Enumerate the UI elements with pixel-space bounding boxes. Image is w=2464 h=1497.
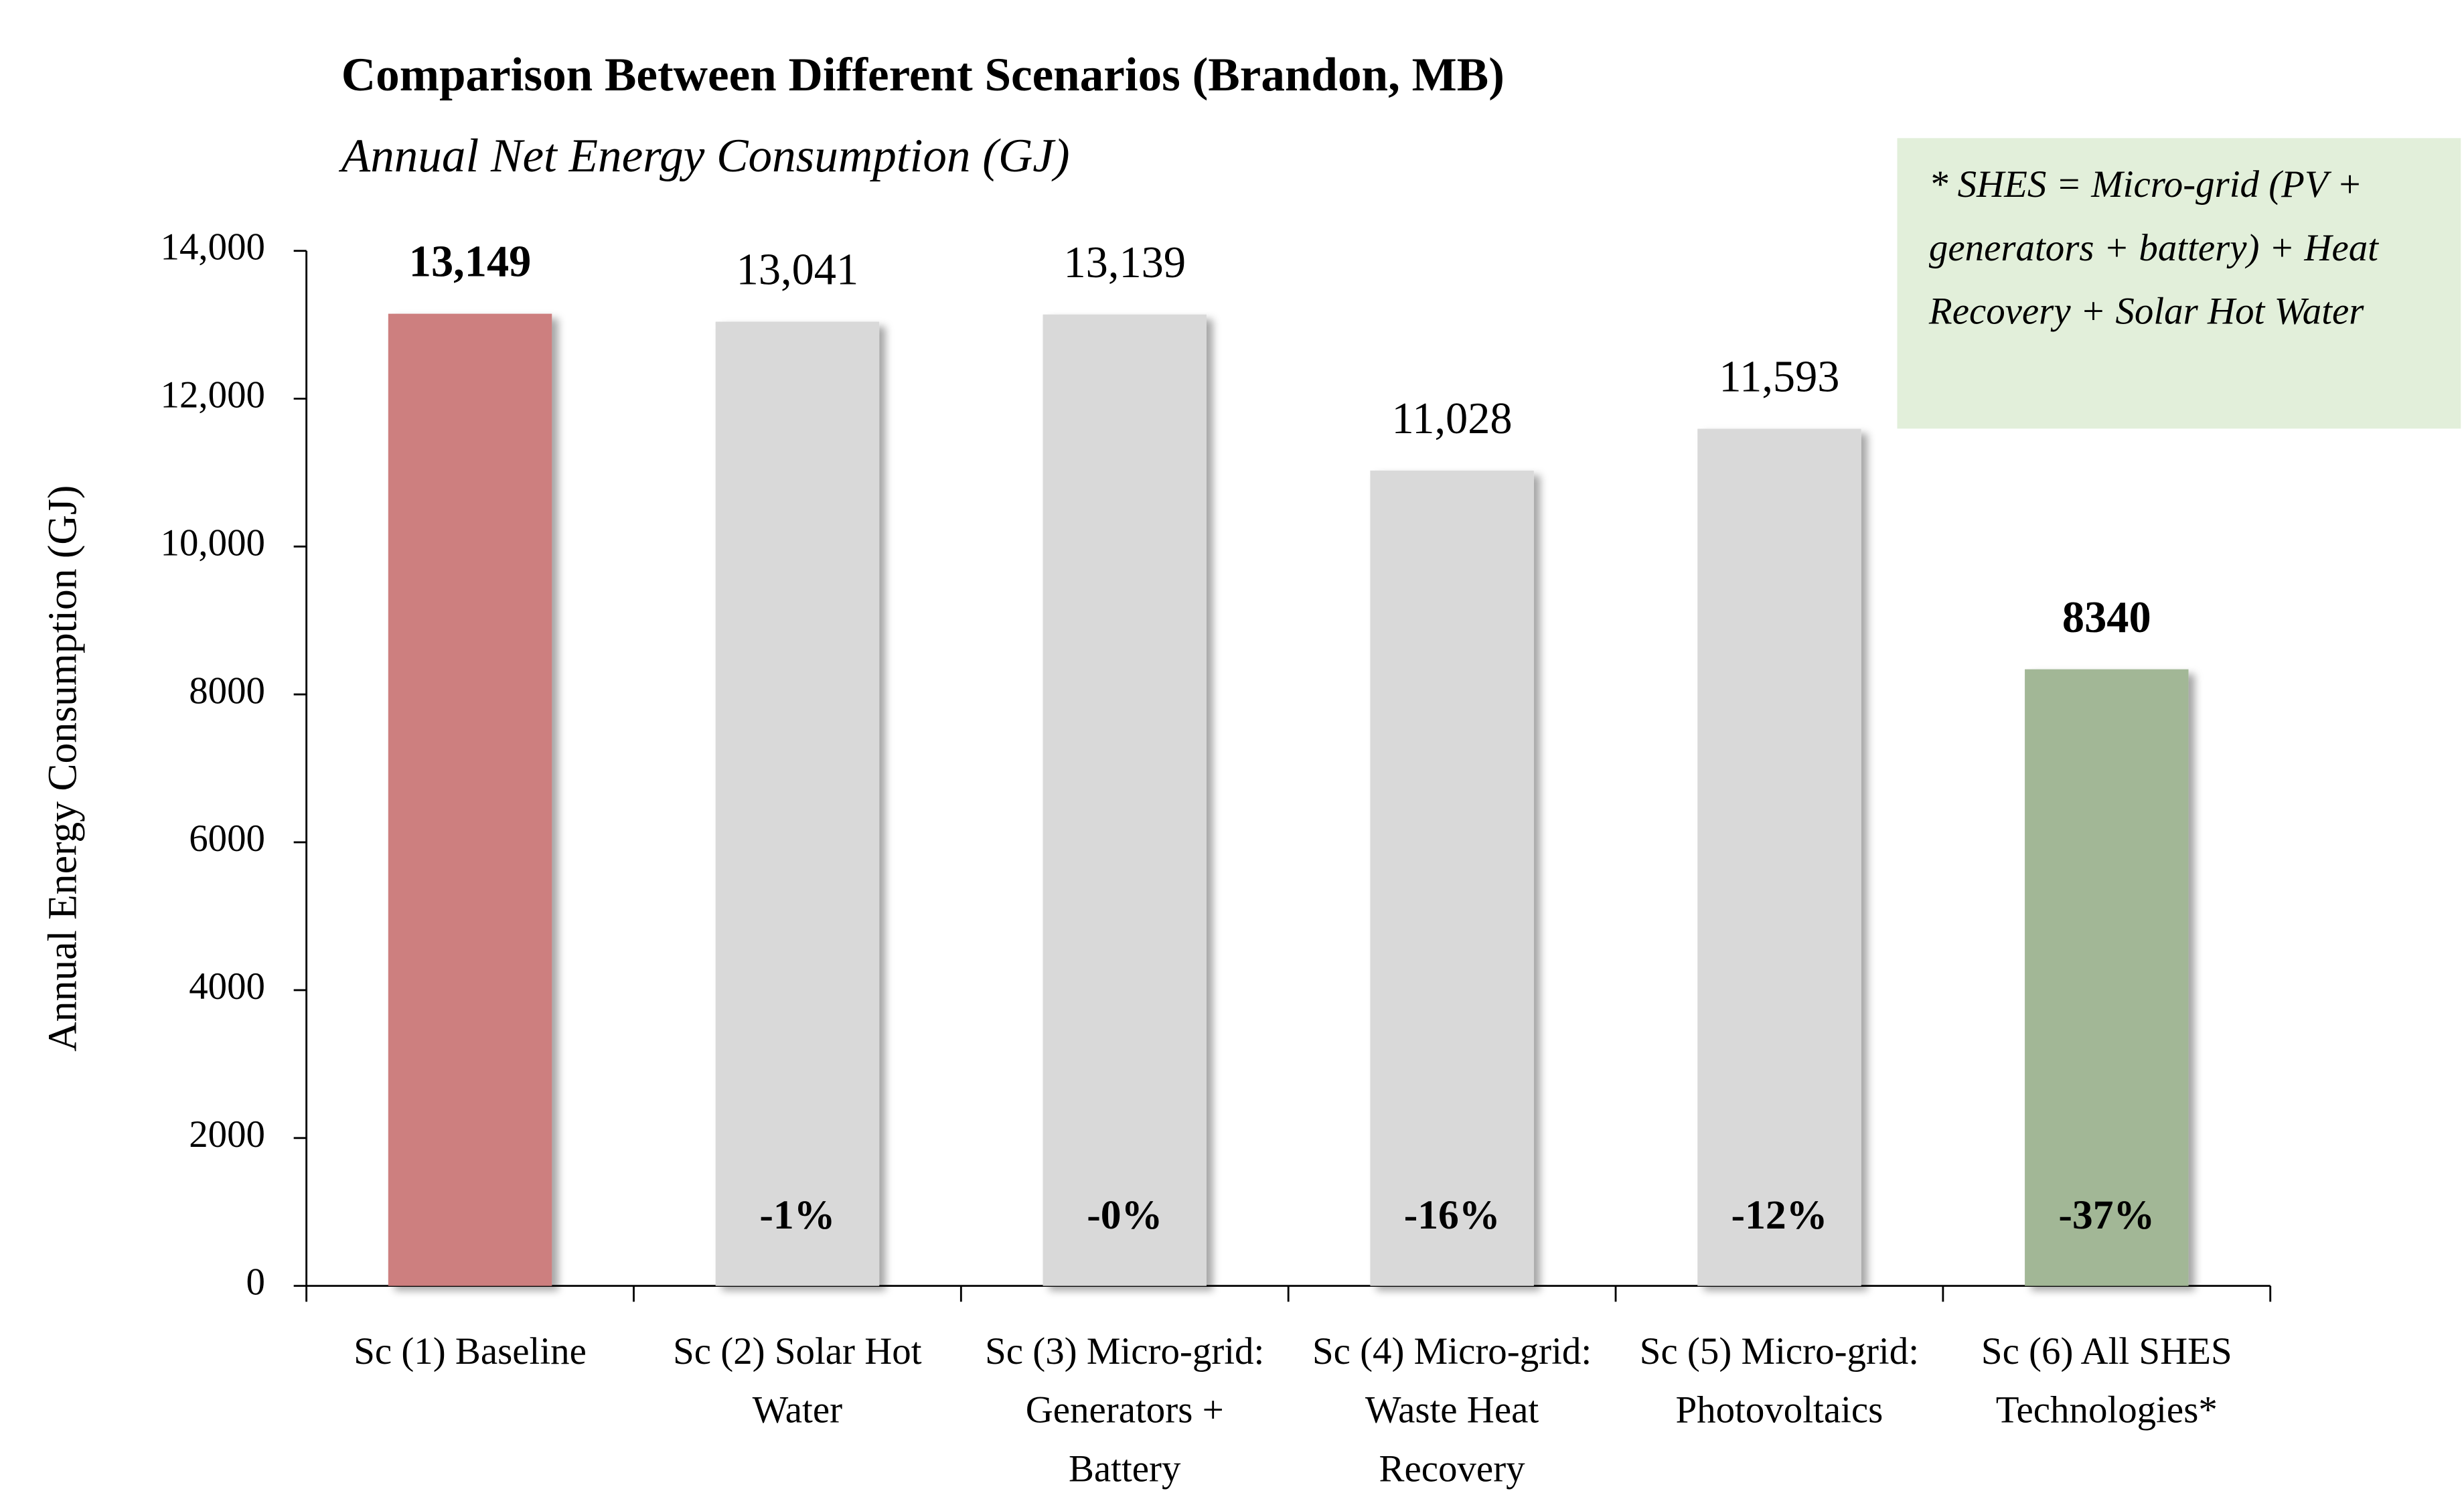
- note-box: [1897, 138, 2461, 429]
- bar: [715, 321, 880, 1286]
- bar: [2025, 669, 2189, 1286]
- x-tick-label-box: Sc (1) Baseline: [354, 1332, 587, 1374]
- x-tick-label: Sc (3) Micro-grid: Generators + Battery: [985, 1332, 1265, 1491]
- change-label: -12%: [1731, 1192, 1828, 1238]
- x-tick-label: Sc (1) Baseline: [354, 1332, 587, 1374]
- y-tick-label: 4000: [189, 965, 265, 1008]
- y-tick-label: 8000: [189, 669, 265, 712]
- x-tick-label: Sc (4) Micro-grid: Waste Heat Recovery: [1312, 1332, 1592, 1491]
- value-label: 11,593: [1719, 353, 1839, 402]
- x-tick-label-box: Sc (6) All SHES Technologies*: [1981, 1332, 2232, 1432]
- y-tick-label: 10,000: [161, 522, 265, 564]
- change-label: -37%: [2058, 1192, 2155, 1238]
- note: * SHES = Micro-grid (PV + generators + b…: [1928, 165, 2378, 333]
- x-tick-label-box: Sc (3) Micro-grid: Generators + Battery: [985, 1332, 1265, 1491]
- change-label: -16%: [1404, 1192, 1500, 1238]
- x-tick-label: Sc (2) Solar Hot Water: [673, 1332, 922, 1432]
- chart-subtitle: Annual Net Energy Consumption (GJ): [339, 130, 1070, 182]
- x-tick-label: Sc (6) All SHES Technologies*: [1981, 1332, 2232, 1432]
- x-tick-label: Sc (5) Micro-grid: Photovoltaics: [1639, 1332, 1920, 1432]
- y-tick-label: 6000: [189, 817, 265, 860]
- bar: [388, 313, 552, 1286]
- bar: [1370, 470, 1534, 1286]
- x-tick-label-box: Sc (2) Solar Hot Water: [673, 1332, 922, 1432]
- x-tick-label-box: Sc (5) Micro-grid: Photovoltaics: [1639, 1332, 1920, 1432]
- bar: [1697, 428, 1861, 1286]
- bar: [1043, 314, 1207, 1286]
- value-label: 11,028: [1392, 394, 1513, 443]
- change-label: -1%: [759, 1192, 835, 1238]
- y-axis-label: Annual Energy Consumption (GJ): [40, 485, 86, 1052]
- value-label: 13,041: [737, 246, 859, 295]
- y-tick-label: 12,000: [161, 374, 265, 416]
- chart-title: Comparison Between Different Scenarios (…: [341, 49, 1505, 101]
- value-label: 13,149: [409, 238, 532, 287]
- value-label: 13,139: [1063, 238, 1186, 287]
- y-tick-label: 0: [246, 1261, 265, 1304]
- y-tick-label: 2000: [189, 1113, 265, 1156]
- change-label: -0%: [1087, 1192, 1162, 1238]
- x-tick-label-box: Sc (4) Micro-grid: Waste Heat Recovery: [1312, 1332, 1592, 1491]
- note-container: * SHES = Micro-grid (PV + generators + b…: [1928, 165, 2378, 333]
- y-tick-label: 14,000: [161, 226, 265, 268]
- value-label: 8340: [2062, 593, 2151, 642]
